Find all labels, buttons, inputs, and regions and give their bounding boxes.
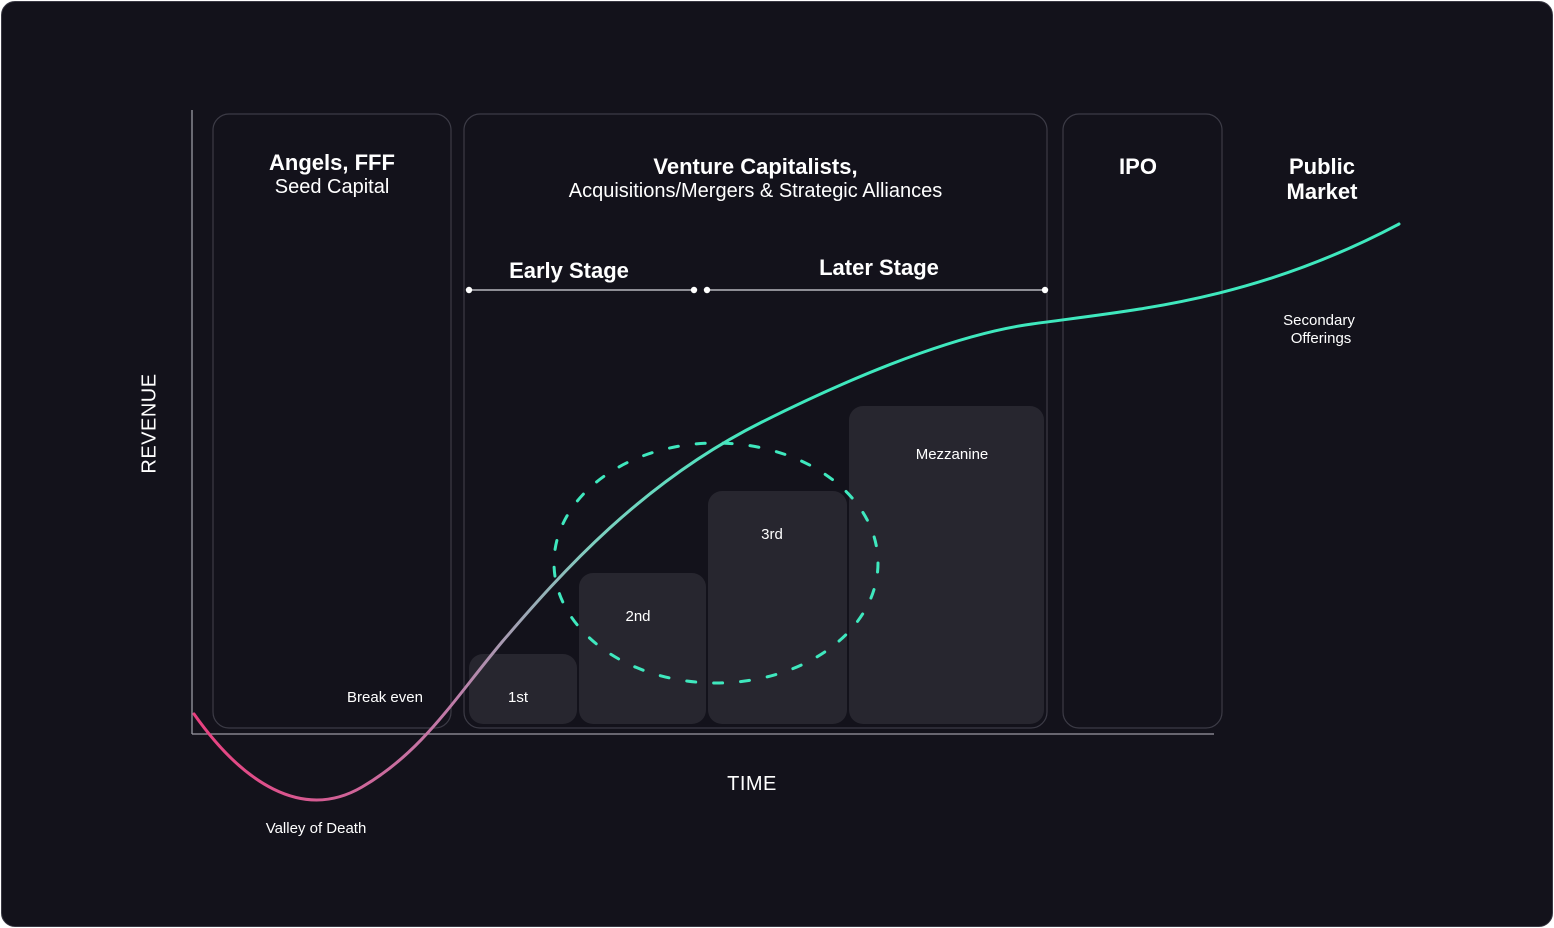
round-block-3rd <box>708 491 847 724</box>
later-stage-label: Later Stage <box>819 255 939 280</box>
x-axis-title: TIME <box>727 773 777 795</box>
vc-title: Venture Capitalists, <box>653 154 858 179</box>
valley-of-death-label: Valley of Death <box>265 820 367 837</box>
round-label-mezzanine: Mezzanine <box>915 446 989 463</box>
round-label-1st: 1st <box>507 689 528 706</box>
round-label-2nd: 2nd <box>625 608 651 625</box>
dashed-highlight-circle <box>552 441 880 685</box>
vc-panel <box>463 113 1048 729</box>
round-label-3rd: 3rd <box>761 526 783 543</box>
vc-subtitle: Acquisitions/Mergers & Strategic Allianc… <box>568 180 943 202</box>
angels-title: Angels, FFF <box>269 150 395 175</box>
break-even-label: Break even <box>347 689 423 706</box>
round-block-mezzanine <box>849 406 1044 724</box>
early-stage-label: Early Stage <box>509 258 629 283</box>
ipo-panel <box>1062 113 1223 729</box>
secondary-offerings-line2: Offerings <box>1290 330 1352 347</box>
angels-panel <box>212 113 452 729</box>
y-axis-title: REVENUE <box>138 373 161 474</box>
early-stage-bracket <box>465 286 698 294</box>
round-block-2nd <box>579 573 706 724</box>
ipo-title: IPO <box>1119 154 1157 179</box>
round-block-1st <box>469 654 577 724</box>
public-market-title-line1: Public <box>1288 154 1355 179</box>
angels-subtitle: Seed Capital <box>274 176 390 198</box>
revenue-curve <box>192 222 1401 802</box>
secondary-offerings-line1: Secondary <box>1283 312 1355 329</box>
later-stage-bracket <box>703 286 1049 294</box>
public-market-title-line2: Market <box>1286 179 1358 204</box>
